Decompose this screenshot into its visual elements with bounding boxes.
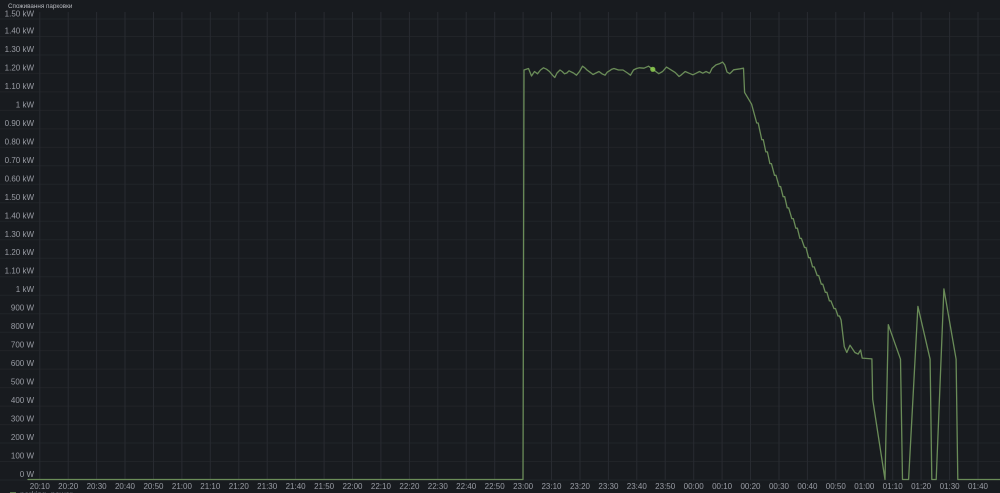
svg-text:20:30: 20:30 bbox=[87, 482, 108, 491]
svg-text:21:50: 21:50 bbox=[314, 482, 335, 491]
svg-text:1.20 kW: 1.20 kW bbox=[5, 248, 35, 257]
svg-text:0.90 kW: 0.90 kW bbox=[5, 119, 35, 128]
svg-text:1.30 kW: 1.30 kW bbox=[5, 45, 35, 54]
svg-text:23:50: 23:50 bbox=[655, 482, 676, 491]
svg-text:0 W: 0 W bbox=[20, 470, 35, 479]
svg-text:20:20: 20:20 bbox=[58, 482, 79, 491]
svg-text:01:40: 01:40 bbox=[968, 482, 989, 491]
svg-text:500 W: 500 W bbox=[11, 378, 35, 387]
svg-text:0.80 kW: 0.80 kW bbox=[5, 137, 35, 146]
svg-text:20:40: 20:40 bbox=[115, 482, 136, 491]
svg-text:00:00: 00:00 bbox=[684, 482, 705, 491]
svg-text:0.70 kW: 0.70 kW bbox=[5, 156, 35, 165]
svg-text:21:40: 21:40 bbox=[286, 482, 307, 491]
svg-text:1.30 kW: 1.30 kW bbox=[5, 230, 35, 239]
svg-text:22:30: 22:30 bbox=[428, 482, 449, 491]
svg-text:400 W: 400 W bbox=[11, 396, 35, 405]
svg-text:00:30: 00:30 bbox=[769, 482, 790, 491]
svg-text:00:10: 00:10 bbox=[712, 482, 733, 491]
svg-text:20:10: 20:10 bbox=[30, 482, 51, 491]
svg-text:21:10: 21:10 bbox=[200, 482, 221, 491]
svg-text:1.40 kW: 1.40 kW bbox=[5, 211, 35, 220]
svg-text:01:30: 01:30 bbox=[940, 482, 961, 491]
svg-text:23:30: 23:30 bbox=[598, 482, 619, 491]
svg-text:22:40: 22:40 bbox=[456, 482, 477, 491]
svg-text:0.60 kW: 0.60 kW bbox=[5, 174, 35, 183]
svg-text:01:10: 01:10 bbox=[883, 482, 904, 491]
svg-text:1.40 kW: 1.40 kW bbox=[5, 27, 35, 36]
svg-text:1 kW: 1 kW bbox=[16, 100, 35, 109]
svg-text:01:00: 01:00 bbox=[854, 482, 875, 491]
svg-text:600 W: 600 W bbox=[11, 359, 35, 368]
svg-text:21:00: 21:00 bbox=[172, 482, 193, 491]
svg-text:1 kW: 1 kW bbox=[16, 285, 35, 294]
svg-text:23:20: 23:20 bbox=[570, 482, 591, 491]
svg-text:23:10: 23:10 bbox=[541, 482, 562, 491]
svg-text:21:20: 21:20 bbox=[229, 482, 250, 491]
svg-text:01:20: 01:20 bbox=[911, 482, 932, 491]
svg-text:700 W: 700 W bbox=[11, 341, 35, 350]
svg-text:1.10 kW: 1.10 kW bbox=[5, 82, 35, 91]
svg-text:100 W: 100 W bbox=[11, 452, 35, 461]
svg-text:1.50 kW: 1.50 kW bbox=[5, 193, 35, 202]
svg-text:800 W: 800 W bbox=[11, 322, 35, 331]
svg-text:200 W: 200 W bbox=[11, 433, 35, 442]
svg-text:1.10 kW: 1.10 kW bbox=[5, 267, 35, 276]
svg-text:22:10: 22:10 bbox=[371, 482, 392, 491]
svg-text:00:50: 00:50 bbox=[826, 482, 847, 491]
svg-text:00:20: 00:20 bbox=[740, 482, 761, 491]
svg-text:00:40: 00:40 bbox=[797, 482, 818, 491]
svg-text:22:00: 22:00 bbox=[342, 482, 363, 491]
svg-text:900 W: 900 W bbox=[11, 304, 35, 313]
svg-text:20:50: 20:50 bbox=[143, 482, 164, 491]
svg-text:23:40: 23:40 bbox=[627, 482, 648, 491]
svg-text:23:00: 23:00 bbox=[513, 482, 534, 491]
svg-text:21:30: 21:30 bbox=[257, 482, 278, 491]
svg-text:1.20 kW: 1.20 kW bbox=[5, 63, 35, 72]
svg-text:22:20: 22:20 bbox=[399, 482, 420, 491]
svg-text:300 W: 300 W bbox=[11, 415, 35, 424]
svg-text:22:50: 22:50 bbox=[485, 482, 506, 491]
